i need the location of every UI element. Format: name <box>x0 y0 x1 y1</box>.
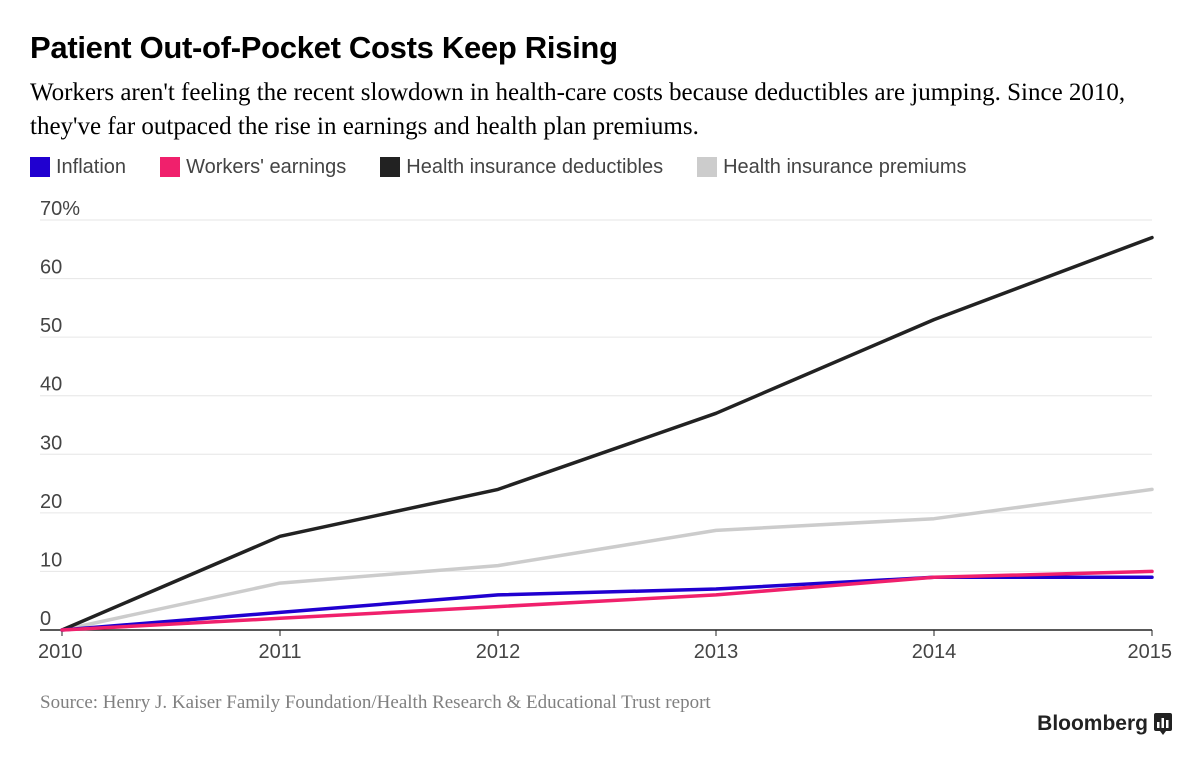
x-tick-label: 2010 <box>38 641 83 663</box>
y-tick-label: 10 <box>40 549 62 571</box>
y-tick-label: 60 <box>40 257 62 279</box>
x-tick-label: 2012 <box>476 641 521 663</box>
brand-name: Bloomberg <box>1037 712 1148 735</box>
series-line-health-insurance-premiums <box>60 487 1154 632</box>
y-tick-label: 50 <box>40 315 62 337</box>
y-tick-label: 30 <box>40 432 62 454</box>
legend-label-premiums: Health insurance premiums <box>723 155 967 178</box>
legend-item-deductibles: Health insurance deductibles <box>380 156 663 179</box>
source-note: Source: Henry J. Kaiser Family Foundatio… <box>40 692 711 713</box>
series-line-workers-earnings <box>60 569 1154 632</box>
gridlines <box>40 219 1152 631</box>
legend-label-workers-earnings: Workers' earnings <box>186 155 347 178</box>
legend-swatch-inflation <box>30 157 50 177</box>
y-tick-label: 20 <box>40 491 62 513</box>
x-axis-ticks: 2010 2011 2012 2013 2014 2015 <box>38 630 1172 663</box>
series-lines <box>60 235 1154 632</box>
legend-swatch-workers-earnings <box>160 157 181 177</box>
chart-title: Patient Out-of-Pocket Costs Keep Rising <box>30 30 618 65</box>
legend-item-workers-earnings: Workers' earnings <box>160 156 346 179</box>
x-tick-label: 2013 <box>694 641 739 663</box>
legend-swatch-premiums <box>697 157 718 177</box>
bloomberg-chart-icon <box>1154 713 1172 735</box>
chart-legend: Inflation Workers' earnings Health insur… <box>30 154 1001 180</box>
legend-label-inflation: Inflation <box>56 155 127 178</box>
x-tick-label: 2011 <box>258 641 301 663</box>
brand-logo: Bloomberg <box>1037 712 1172 736</box>
x-tick-label: 2015 <box>1128 641 1173 663</box>
y-tick-label: 40 <box>40 374 62 396</box>
legend-item-premiums: Health insurance premiums <box>697 155 967 179</box>
legend-label-deductibles: Health insurance deductibles <box>406 155 664 178</box>
y-tick-label: 0 <box>40 608 51 630</box>
x-tick-label: 2014 <box>912 641 957 663</box>
chart-subtitle: Workers aren't feeling the recent slowdo… <box>30 79 1126 140</box>
series-line-health-insurance-deductibles <box>60 235 1154 632</box>
y-tick-label: 70% <box>40 198 80 220</box>
legend-swatch-deductibles <box>380 157 401 177</box>
y-axis-ticks: 0 10 20 30 40 50 60 70% <box>40 198 80 630</box>
legend-item-inflation: Inflation <box>30 156 126 179</box>
